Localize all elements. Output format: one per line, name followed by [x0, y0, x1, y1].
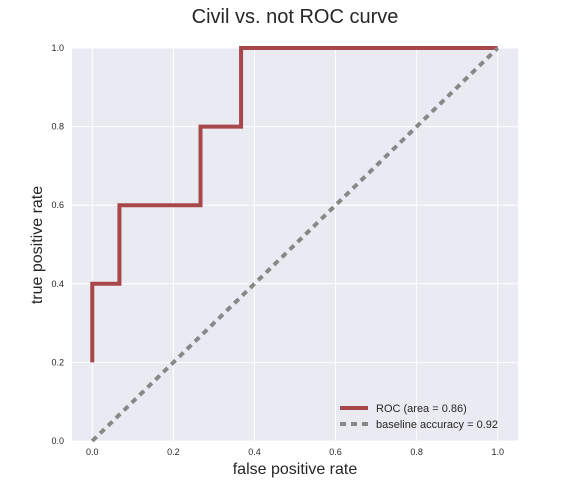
x-axis-label: false positive rate: [233, 461, 358, 478]
y-tick-label: 0.4: [51, 279, 64, 289]
x-tick-label: 0.4: [248, 447, 261, 457]
y-axis-ticks: 0.0 0.2 0.4 0.6 0.8 1.0: [51, 43, 64, 446]
y-tick-label: 0.2: [51, 357, 64, 367]
legend-label: ROC (area = 0.86): [376, 403, 467, 415]
x-tick-label: 0.0: [86, 447, 99, 457]
x-tick-label: 0.8: [410, 447, 423, 457]
grid-lines: [72, 47, 518, 442]
y-tick-label: 0.6: [51, 200, 64, 210]
legend-label: baseline accuracy = 0.92: [376, 419, 498, 431]
y-axis-label: true positive rate: [29, 186, 46, 304]
y-tick-label: 0.0: [51, 436, 64, 446]
x-tick-label: 1.0: [491, 447, 504, 457]
roc-curve-line: [90, 46, 498, 363]
plot-area: [72, 48, 518, 441]
y-tick-label: 0.8: [51, 122, 64, 132]
series-group: [90, 46, 500, 443]
x-tick-label: 0.2: [167, 447, 180, 457]
y-tick-label: 1.0: [51, 43, 64, 53]
x-axis-ticks: 0.0 0.2 0.4 0.6 0.8 1.0: [86, 447, 504, 457]
legend: ROC (area = 0.86) baseline accuracy = 0.9…: [340, 403, 498, 431]
chart-title: Civil vs. not ROC curve: [192, 6, 399, 28]
x-tick-label: 0.6: [329, 447, 342, 457]
